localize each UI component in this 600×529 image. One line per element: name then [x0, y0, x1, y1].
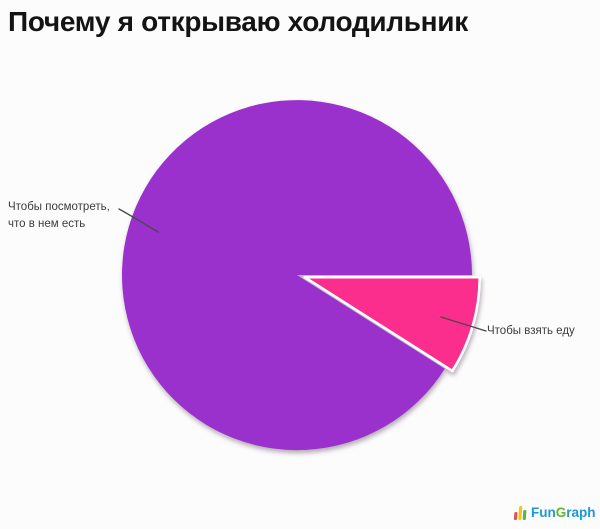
pie-slice-1 [303, 275, 481, 373]
logo-text-raph: raph [566, 505, 596, 520]
leader-line-left [118, 208, 159, 233]
logo-text-g: G [555, 505, 567, 520]
fungraph-logo: FunGraph [513, 502, 596, 522]
pie-group [122, 100, 481, 451]
bar-chart-icon [513, 506, 527, 520]
logo-text: FunGraph [531, 504, 596, 522]
slice-label-take-food: Чтобы взять еду [487, 325, 575, 337]
chart-title: Почему я открываю холодильник [8, 6, 468, 37]
logo-text-fun: Fun [531, 505, 556, 520]
slice-label-look-inside: Чтобы посмотреть, что в нем есть [8, 201, 110, 230]
pie-slice-0 [122, 100, 472, 451]
leader-line-right [440, 316, 487, 332]
